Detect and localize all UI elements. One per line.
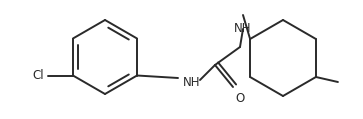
Text: Cl: Cl xyxy=(32,69,44,82)
Text: O: O xyxy=(235,92,244,105)
Text: NH: NH xyxy=(183,77,200,89)
Text: NH: NH xyxy=(234,22,252,35)
